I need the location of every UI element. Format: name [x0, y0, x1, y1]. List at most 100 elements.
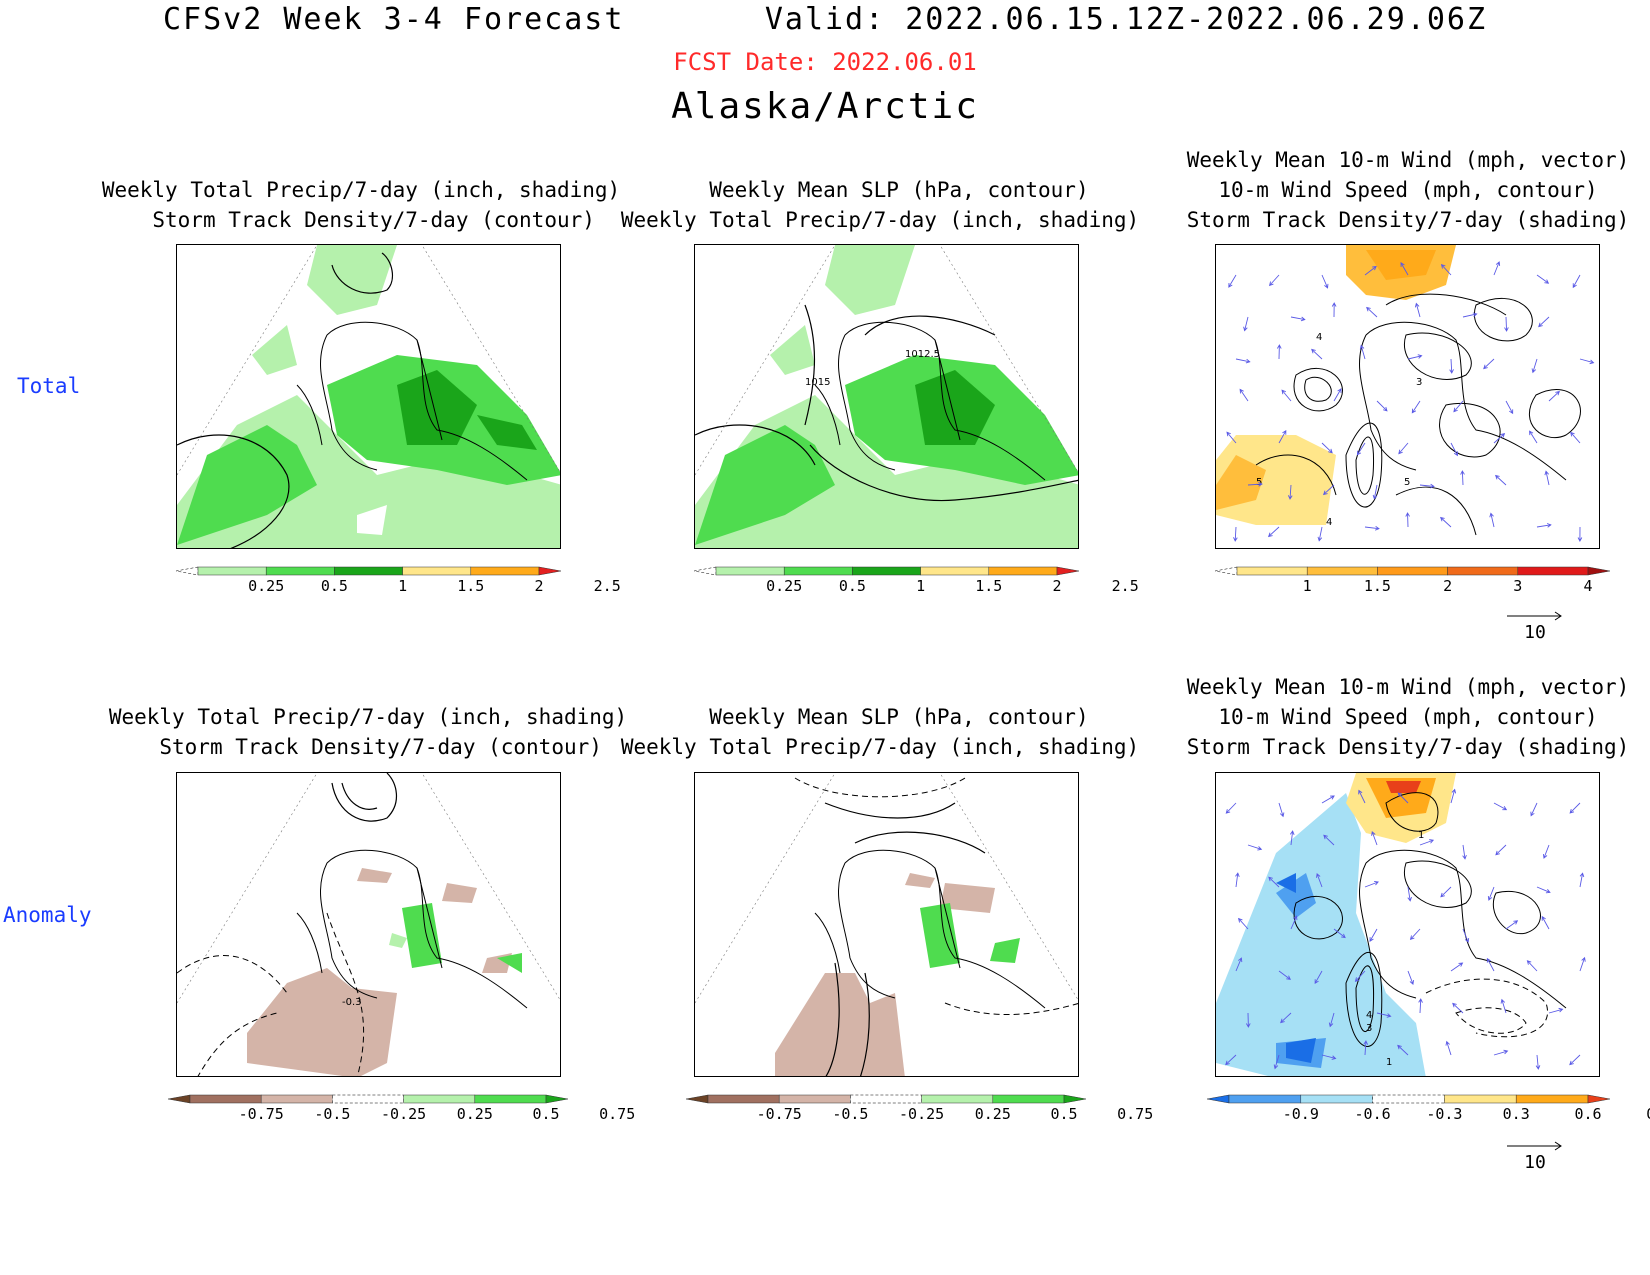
colorbar-tick-label: 0.25 [457, 1105, 493, 1123]
wind-vector-arrow [1278, 802, 1285, 818]
colorbar-segment [1228, 1094, 1302, 1104]
wind-vector-arrow [1462, 844, 1467, 860]
wind-vector-arrow [1359, 344, 1366, 360]
colorbar-tick-label: 3 [1513, 577, 1522, 595]
wind-anom-contour-label: 1 [1418, 830, 1424, 841]
wind-vector-arrow [1526, 960, 1538, 972]
wind-vector-arrow [1239, 388, 1249, 402]
wind-vector-arrow [1328, 1012, 1335, 1028]
wind-vector-arrow [1536, 274, 1550, 284]
colorbar-segment [1056, 566, 1080, 576]
wind-anom-contour-label: 4 [1366, 1010, 1372, 1021]
wind-vector-arrow [1505, 920, 1519, 930]
colorbar-anom-precip: -0.75 -0.5 -0.25 0.25 0.5 0.75 [167, 1093, 635, 1133]
wind-vector-arrow [1542, 844, 1550, 859]
colorbar-total-wind: 11.52345 [1214, 565, 1611, 605]
wind-vector-arrow [1333, 388, 1342, 402]
colorbar-segment [852, 566, 921, 576]
wind-vector-arrow [1535, 1054, 1541, 1070]
colorbar-anom-slp: -0.75 -0.5 -0.25 0.25 0.5 0.75 [685, 1093, 1153, 1133]
wind-vector-arrow [1280, 1012, 1292, 1024]
wind-vector-arrow [1440, 886, 1452, 898]
colorbar-segment [1447, 566, 1519, 576]
colorbar-tick-label: 0.9 [1646, 1105, 1650, 1123]
colorbar-segment [403, 1094, 476, 1104]
colorbar-segment [1517, 566, 1589, 576]
colorbar-tick-label: 0.5 [532, 1105, 559, 1123]
wind-vector-arrow [1354, 970, 1366, 982]
wind-vector-arrow [1321, 442, 1333, 454]
colorbar-segment [1444, 1094, 1517, 1104]
colorbar-segment [470, 566, 540, 576]
wind-vector-arrow [1268, 876, 1280, 888]
wind-vector-arrow [1322, 484, 1335, 496]
panel-title-anom-wind: Weekly Mean 10-m Wind (mph, vector) 10-m… [1186, 675, 1630, 759]
wind-vector-arrow [1548, 390, 1560, 402]
wind-vector-arrow [1453, 400, 1464, 413]
colorbar-tick-label: 1 [398, 577, 407, 595]
wind-vector-arrow [1372, 484, 1378, 500]
colorbar-tick-label: -0.25 [381, 1105, 426, 1123]
wind-vector-arrow [1541, 915, 1550, 930]
wind-vector-arrow [1233, 526, 1238, 542]
vector-reference-anom: 10 [1500, 1140, 1570, 1173]
wind-vector-arrow [1245, 1012, 1251, 1028]
wind-vector-arrow [1273, 1054, 1280, 1070]
vector-reference-arrow-icon [1507, 611, 1562, 621]
panel-title-total-wind: Weekly Mean 10-m Wind (mph, vector) 10-m… [1186, 148, 1630, 232]
wind-vector-arrow [1529, 430, 1538, 444]
slp-contour-label: 1012.5 [905, 349, 940, 360]
colorbar-segment [685, 1094, 709, 1104]
wind-vector-arrow [1569, 802, 1581, 814]
wind-vector-arrow [1450, 788, 1457, 804]
wind-contour-label: 3 [1416, 377, 1422, 388]
wind-vector-arrow [1577, 526, 1583, 542]
wind-vector-arrow [1569, 1054, 1581, 1066]
wind-vector-arrow [1290, 316, 1306, 322]
colorbar-tick-label: 1.5 [1364, 577, 1391, 595]
colorbar-segment [334, 566, 403, 576]
region-title: Alaska/Arctic [671, 86, 979, 127]
colorbar-segment [197, 566, 267, 576]
wind-vector-arrow [1407, 886, 1412, 902]
wind-vector-arrow [1579, 358, 1595, 365]
wind-vector-arrow [1450, 962, 1464, 972]
colorbar-segment [265, 566, 335, 576]
colorbar-segment [850, 1094, 922, 1104]
colorbar-segment [693, 566, 717, 576]
vector-reference-arrow-icon [1507, 1141, 1562, 1151]
colorbar-tick-label: -0.5 [832, 1105, 868, 1123]
wind-vector-arrow [1462, 928, 1470, 943]
panel-title-total-slp: Weekly Mean SLP (hPa, contour) Weekly To… [620, 178, 1140, 232]
wind-vector-arrow [1316, 873, 1323, 888]
wind-vector-arrow [1321, 795, 1335, 804]
wind-vector-arrow [1538, 316, 1550, 328]
wind-vector-arrow [1531, 358, 1538, 374]
wind-vector-arrow [1505, 400, 1514, 415]
wind-vector-arrow [1235, 957, 1243, 972]
wind-vector-arrow [1407, 970, 1414, 985]
wind-vector-arrow [1397, 1044, 1409, 1056]
colorbar-tick-label: -0.5 [314, 1105, 350, 1123]
colorbar-segment [1372, 1094, 1445, 1104]
colorbar-tick-label: 1.5 [457, 577, 484, 595]
colorbar-segment [1377, 566, 1448, 576]
wind-vector-arrow [1460, 470, 1465, 486]
wind-vector-arrow [1321, 1054, 1337, 1060]
wind-vector-arrow [1278, 429, 1287, 444]
wind-vector-arrow [1235, 872, 1240, 888]
wind-vector-arrow [1409, 928, 1421, 941]
wind-vector-arrow [1536, 523, 1552, 528]
wind-vector-arrow [1290, 915, 1298, 930]
colorbar-total-slp: 0.25 0.5 1 1.5 2 2.5 [693, 565, 1139, 605]
colorbar-segment [189, 1094, 262, 1104]
colorbar-tick-label: -0.75 [239, 1105, 284, 1123]
wind-vector-arrow [1493, 433, 1506, 444]
row-label-anomaly: Anomaly [3, 903, 92, 927]
wind-vector-arrow [1418, 998, 1423, 1014]
wind-vector-arrow [1500, 998, 1507, 1014]
wind-vector-arrow [1579, 872, 1585, 888]
wind-vector-arrow [1311, 348, 1323, 360]
map-anom-wind: 1 4 3 1 [1215, 772, 1600, 1077]
wind-vector-arrow [1489, 512, 1495, 528]
